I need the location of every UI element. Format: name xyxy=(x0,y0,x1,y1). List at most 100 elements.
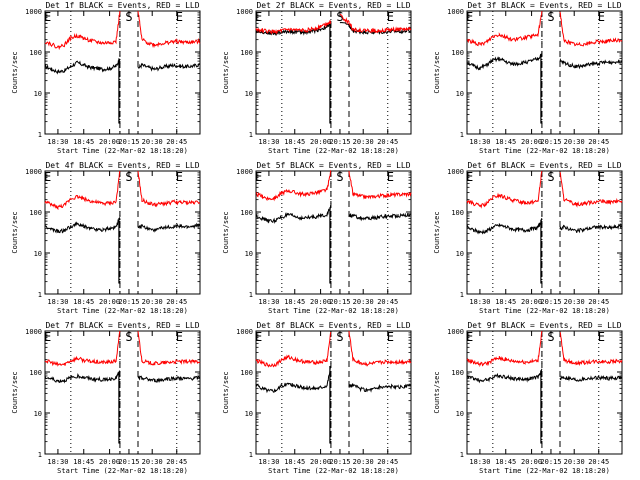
series-lld-line xyxy=(255,331,332,368)
y-axis-label: Counts/sec xyxy=(433,371,441,413)
x-tick-label: 20:00 xyxy=(99,298,120,306)
time-marker-e: E xyxy=(176,330,183,344)
time-marker-s: S xyxy=(125,170,132,184)
series-lld-line xyxy=(348,170,412,200)
x-tick-label: 20:15 xyxy=(540,298,561,306)
y-tick-label: 1 xyxy=(460,451,464,459)
series-events-line xyxy=(466,52,543,71)
y-tick-label: 1 xyxy=(460,131,464,139)
y-tick-label: 100 xyxy=(451,49,464,57)
x-tick-label: 20:30 xyxy=(142,138,163,146)
series-lld-line xyxy=(44,330,121,367)
x-tick-label: 18:45 xyxy=(73,298,94,306)
x-tick-label: 20:00 xyxy=(310,138,331,146)
series-lld-line xyxy=(137,10,201,49)
x-tick-label: 20:45 xyxy=(377,458,398,466)
y-tick-label: 10 xyxy=(245,410,253,418)
panel-det-8: Det 8f BLACK = Events, RED = LLD Counts/s… xyxy=(222,321,412,475)
y-tick-label: 1 xyxy=(460,291,464,299)
series-events-line xyxy=(466,368,543,384)
x-tick-label: 20:45 xyxy=(588,138,609,146)
series-lld-line xyxy=(44,10,121,51)
panel-det-2: Det 2f BLACK = Events, RED = LLD Counts/s… xyxy=(222,1,412,155)
series-lld-line xyxy=(466,170,543,209)
panel-title: Det 8f BLACK = Events, RED = LLD xyxy=(256,321,410,330)
series-events-line xyxy=(44,217,121,234)
y-axis-label: Counts/sec xyxy=(222,211,230,253)
time-marker-e: E xyxy=(44,170,51,184)
plot-frame xyxy=(466,330,623,455)
x-axis-label: Start Time (22-Mar-02 18:18:20) xyxy=(57,467,188,475)
x-tick-label: 20:30 xyxy=(353,458,374,466)
y-axis-label: Counts/sec xyxy=(433,51,441,93)
x-tick-label: 20:45 xyxy=(588,458,609,466)
x-tick-label: 20:45 xyxy=(166,298,187,306)
panel-title: Det 2f BLACK = Events, RED = LLD xyxy=(256,1,410,10)
time-marker-e: E xyxy=(466,10,473,24)
time-marker-e: E xyxy=(466,170,473,184)
panel-title: Det 4f BLACK = Events, RED = LLD xyxy=(45,161,199,170)
time-marker-s: S xyxy=(547,170,554,184)
x-tick-label: 20:15 xyxy=(118,298,139,306)
x-tick-label: 20:45 xyxy=(166,458,187,466)
y-tick-label: 1000 xyxy=(25,328,42,336)
x-axis-label: Start Time (22-Mar-02 18:18:20) xyxy=(268,147,399,155)
time-marker-s: S xyxy=(125,330,132,344)
x-tick-label: 18:45 xyxy=(73,458,94,466)
plot-frame xyxy=(466,170,623,295)
y-tick-label: 1 xyxy=(38,451,42,459)
panel-det-7: Det 7f BLACK = Events, RED = LLD Counts/s… xyxy=(11,321,201,475)
x-axis-label: Start Time (22-Mar-02 18:18:20) xyxy=(268,467,399,475)
series-events-line xyxy=(137,222,201,233)
panel-title: Det 7f BLACK = Events, RED = LLD xyxy=(45,321,199,330)
y-tick-label: 10 xyxy=(456,250,464,258)
x-tick-label: 20:45 xyxy=(588,298,609,306)
time-marker-s: S xyxy=(336,330,343,344)
series-lld-line xyxy=(255,20,332,35)
series-lld-line xyxy=(466,330,543,368)
y-tick-label: 1000 xyxy=(236,328,253,336)
y-tick-label: 1000 xyxy=(25,8,42,16)
y-tick-label: 10 xyxy=(34,250,42,258)
y-tick-label: 1 xyxy=(249,451,253,459)
time-marker-e: E xyxy=(387,330,394,344)
panel-title: Det 9f BLACK = Events, RED = LLD xyxy=(467,321,621,330)
time-marker-e: E xyxy=(387,170,394,184)
time-marker-e: E xyxy=(255,10,262,24)
series-lld-line xyxy=(137,170,201,208)
series-lld-line xyxy=(255,169,332,202)
x-tick-label: 20:15 xyxy=(118,458,139,466)
y-tick-label: 1 xyxy=(249,291,253,299)
x-tick-label: 18:45 xyxy=(495,458,516,466)
time-marker-e: E xyxy=(255,170,262,184)
plot-frame xyxy=(44,170,201,295)
y-tick-label: 1000 xyxy=(447,168,464,176)
y-tick-label: 100 xyxy=(451,369,464,377)
series-lld-line xyxy=(137,331,201,366)
time-marker-e: E xyxy=(466,330,473,344)
x-tick-label: 20:30 xyxy=(353,298,374,306)
plot-frame xyxy=(255,330,412,455)
time-marker-e: E xyxy=(598,330,605,344)
time-marker-s: S xyxy=(336,10,343,24)
x-tick-label: 20:00 xyxy=(521,458,542,466)
plot-frame xyxy=(255,170,412,295)
y-tick-label: 10 xyxy=(456,410,464,418)
x-tick-label: 18:45 xyxy=(284,298,305,306)
y-axis-label: Counts/sec xyxy=(11,51,19,93)
x-tick-label: 20:00 xyxy=(99,138,120,146)
series-events-line xyxy=(255,365,332,394)
x-tick-label: 18:30 xyxy=(47,138,68,146)
panel-det-6: Det 6f BLACK = Events, RED = LLD Counts/s… xyxy=(433,161,623,315)
plot-frame xyxy=(44,10,201,135)
x-tick-label: 20:00 xyxy=(310,298,331,306)
time-marker-e: E xyxy=(387,10,394,24)
panel-title: Det 1f BLACK = Events, RED = LLD xyxy=(45,1,199,10)
x-tick-label: 20:00 xyxy=(521,298,542,306)
x-tick-label: 20:30 xyxy=(564,298,585,306)
panel-det-9: Det 9f BLACK = Events, RED = LLD Counts/s… xyxy=(433,321,623,475)
time-marker-s: S xyxy=(336,170,343,184)
y-tick-label: 1000 xyxy=(447,328,464,336)
plot-frame xyxy=(255,10,412,135)
